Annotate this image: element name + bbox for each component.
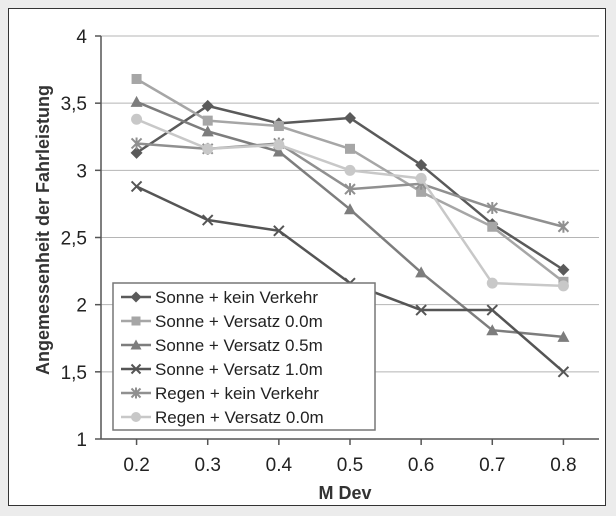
data-point: [344, 203, 356, 215]
x-tick-label: 0.4: [266, 455, 293, 476]
y-tick-label: 3,5: [61, 94, 87, 115]
data-point: [130, 95, 143, 107]
data-point: [487, 221, 498, 232]
data-point: [557, 330, 570, 342]
legend-marker: [130, 339, 142, 350]
data-point: [344, 183, 356, 196]
legend-marker: [130, 363, 142, 375]
data-point: [273, 139, 285, 151]
data-point: [557, 220, 570, 233]
data-point: [131, 73, 142, 84]
legend-label: Sonne + Versatz 0.0m: [155, 312, 323, 331]
data-point: [201, 125, 214, 137]
data-point: [415, 266, 428, 278]
x-tick-label: 0.8: [550, 455, 576, 476]
data-point: [130, 146, 143, 159]
y-tick-label: 3: [76, 161, 87, 182]
legend-entry: Sonne + Versatz 0.0m: [121, 312, 323, 331]
legend-box: [112, 282, 376, 431]
line-chart: 1 1,5 2 2,5 3 3,5 4 0.2 0.3 0.4 0.5 0.6 0.7 0.8 Sonne…: [33, 27, 599, 503]
data-point: [415, 158, 428, 171]
data-point: [272, 145, 285, 157]
legend-entry: Sonne + Versatz 0.5m: [121, 336, 323, 355]
data-point: [415, 304, 427, 316]
series-2: [131, 73, 569, 287]
data-point: [273, 225, 285, 237]
y-tick-label: 1: [76, 430, 87, 451]
y-tick-label: 2,5: [61, 229, 87, 250]
data-point: [273, 121, 284, 132]
y-axis-title: Angemessenheit der Fahrleistung: [33, 85, 53, 375]
data-point: [202, 115, 213, 126]
data-point: [130, 180, 143, 193]
data-point: [130, 137, 143, 150]
series-layer: [130, 73, 570, 378]
chart-frame: 1 1,5 2 2,5 3 3,5 4 0.2 0.3 0.4 0.5 0.6 0.7 0.8 Sonne…: [8, 8, 606, 506]
legend-label: Sonne + Versatz 0.5m: [155, 336, 323, 355]
data-point: [345, 143, 355, 154]
data-point: [486, 324, 499, 336]
legend-entry: Sonne + kein Verkehr: [121, 288, 318, 307]
x-axis-title: M Dev: [318, 483, 371, 503]
x-tick-label: 0.6: [408, 455, 434, 476]
y-tick-label: 2: [76, 296, 87, 317]
legend-entry: Sonne + Versatz 1.0m: [121, 360, 323, 379]
legend-label: Sonne + kein Verkehr: [155, 288, 318, 307]
data-point: [557, 366, 570, 378]
legend-marker: [131, 412, 141, 422]
series-3: [130, 95, 570, 342]
legend-entry: Regen + Versatz 0.0m: [121, 408, 324, 427]
data-point: [131, 113, 143, 125]
legend-marker: [130, 387, 142, 399]
data-point: [486, 201, 498, 214]
legend-marker: [130, 291, 142, 303]
data-point: [202, 143, 214, 155]
data-point: [416, 186, 427, 197]
y-tick-label: 1,5: [61, 363, 87, 384]
data-point: [201, 99, 214, 112]
legend-marker: [131, 316, 141, 326]
y-tick-label: 4: [76, 27, 87, 48]
x-tick-label: 0.5: [337, 455, 363, 476]
data-point: [344, 111, 356, 124]
legend-entry: Regen + kein Verkehr: [121, 384, 319, 403]
legend: Sonne + kein Verkehr Sonne + Versatz 0.0m…: [112, 282, 376, 431]
series-6: [131, 113, 569, 292]
data-point: [486, 304, 498, 316]
data-point: [557, 280, 569, 292]
data-point: [202, 214, 214, 226]
legend-label: Regen + kein Verkehr: [155, 384, 319, 403]
legend-label: Sonne + Versatz 1.0m: [155, 360, 323, 379]
axes: 1 1,5 2 2,5 3 3,5 4 0.2 0.3 0.4 0.5 0.6 0.7 0.8: [61, 27, 577, 476]
legend-label: Regen + Versatz 0.0m: [155, 408, 324, 427]
x-tick-label: 0.2: [123, 455, 149, 476]
x-tick-label: 0.7: [479, 455, 505, 476]
x-tick-label: 0.3: [195, 455, 221, 476]
data-point: [344, 164, 356, 176]
data-point: [486, 277, 498, 289]
data-point: [415, 172, 427, 184]
data-point: [557, 263, 570, 276]
